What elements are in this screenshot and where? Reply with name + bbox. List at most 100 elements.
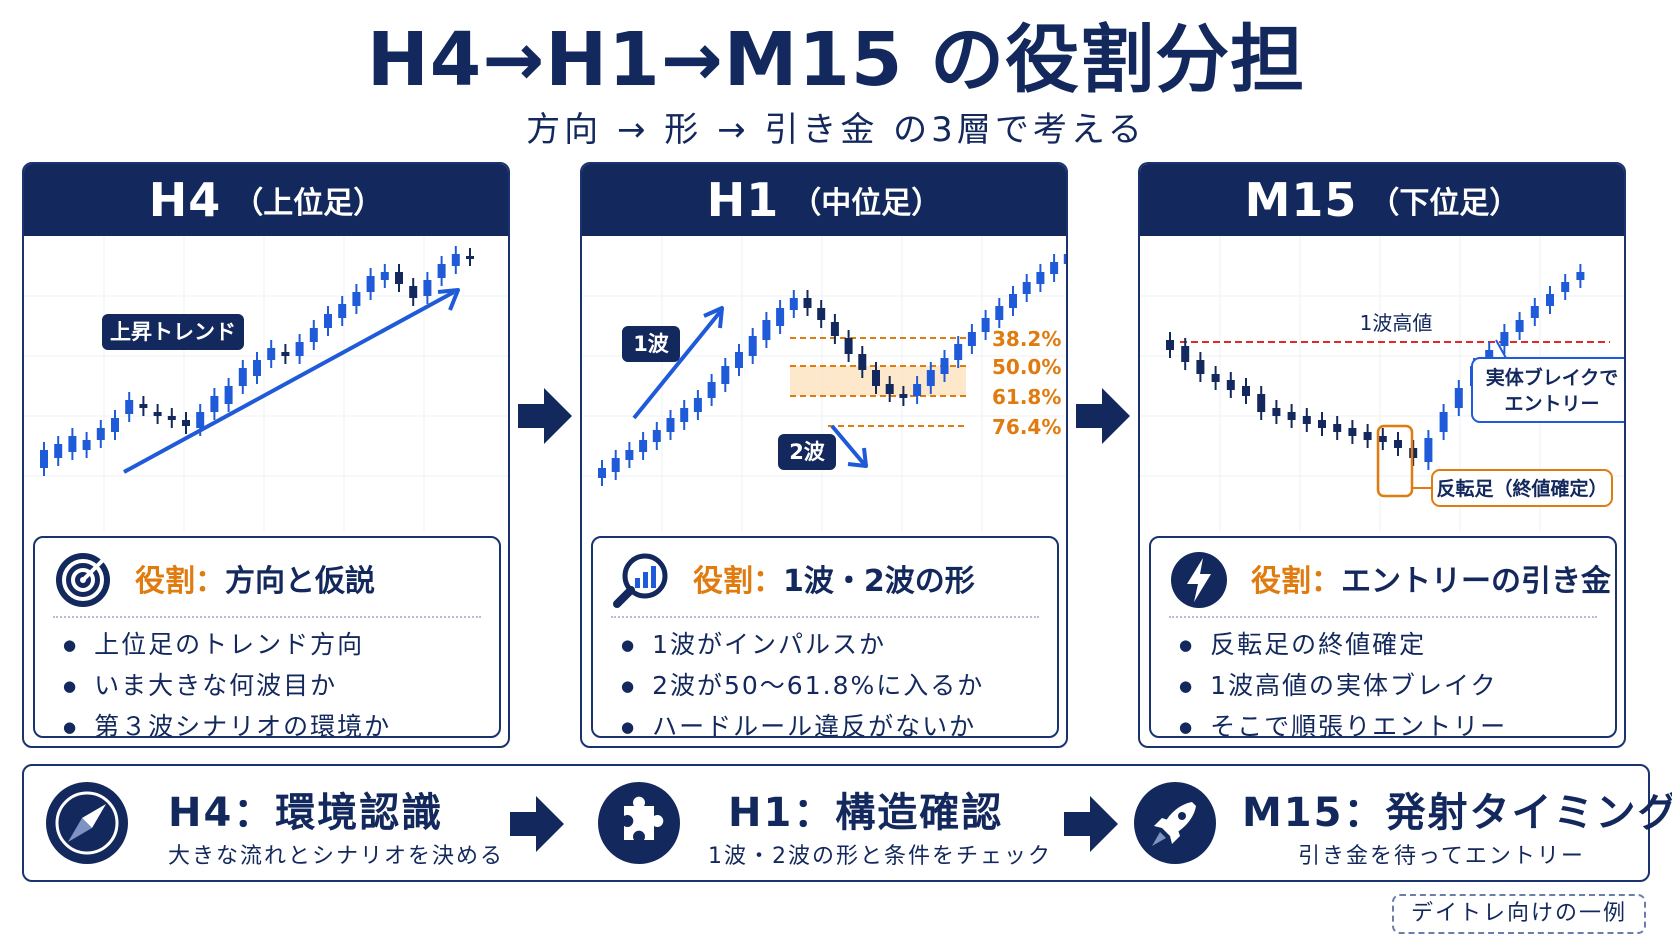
candle bbox=[153, 412, 162, 416]
candle bbox=[253, 360, 261, 376]
panel-h4-sublabel: （上位足） bbox=[233, 186, 384, 221]
role-box-m15: 役割：エントリーの引き金 反転足の終値確定 1波高値の実体ブレイク そこで順張り… bbox=[1149, 536, 1617, 741]
puzzle-icon bbox=[598, 782, 680, 864]
svg-text:上昇トレンド: 上昇トレンド bbox=[110, 320, 236, 344]
candle bbox=[1576, 272, 1585, 280]
candle bbox=[267, 348, 276, 360]
candle bbox=[1318, 420, 1326, 428]
candle bbox=[707, 382, 716, 398]
divider bbox=[611, 616, 1039, 618]
candle bbox=[954, 344, 963, 360]
panel-m15: M15 （下位足） 1波高値 反転足（終値確定） 実体ブレイクで エントリー bbox=[1138, 162, 1626, 748]
candle bbox=[238, 368, 247, 386]
panel-m15-header: M15 （下位足） bbox=[1140, 164, 1624, 236]
candle bbox=[182, 420, 190, 426]
lightning-icon bbox=[1171, 552, 1227, 608]
candle bbox=[1181, 346, 1190, 362]
summary-title: H1：構造確認 bbox=[728, 790, 1004, 836]
candle bbox=[817, 308, 826, 320]
candle bbox=[1166, 340, 1174, 350]
candle bbox=[437, 264, 446, 278]
candle bbox=[1226, 380, 1235, 390]
candle bbox=[1500, 332, 1509, 346]
panel-h4-label: H4 bbox=[148, 173, 222, 227]
candle bbox=[1439, 412, 1448, 432]
m15-entry-chart: 1波高値 反転足（終値確定） 実体ブレイクで エントリー bbox=[1140, 236, 1624, 532]
fib-label: 50.0% bbox=[992, 355, 1061, 379]
candle bbox=[1036, 272, 1045, 284]
footnote-badge: デイトレ向けの一例 bbox=[1392, 894, 1646, 934]
candle bbox=[693, 398, 702, 412]
candle bbox=[981, 318, 990, 332]
list-item: ハードルール違反がないか bbox=[621, 708, 984, 746]
svg-text:2波: 2波 bbox=[789, 440, 826, 464]
candle bbox=[666, 418, 675, 432]
summary-desc: 大きな流れとシナリオを決める bbox=[168, 844, 505, 869]
candle bbox=[1454, 388, 1463, 408]
candle bbox=[652, 430, 661, 442]
candle bbox=[1050, 262, 1059, 274]
candle bbox=[844, 338, 853, 354]
role-title-m15: 役割：エントリーの引き金 bbox=[1251, 556, 1611, 600]
panel-m15-label: M15 bbox=[1244, 173, 1358, 227]
divider bbox=[53, 616, 481, 618]
entry-connector bbox=[1495, 339, 1507, 359]
candle bbox=[1546, 294, 1554, 306]
candle bbox=[1394, 440, 1402, 448]
fib-lines bbox=[790, 337, 968, 427]
flow-arrow-icon bbox=[1064, 796, 1118, 852]
role-value: 1波・2波の形 bbox=[783, 564, 975, 599]
list-item: 上位足のトレンド方向 bbox=[63, 626, 391, 667]
candle bbox=[625, 450, 634, 460]
role-key: 役割： bbox=[693, 564, 783, 599]
role-title-h1: 役割：1波・2波の形 bbox=[693, 556, 975, 600]
candle bbox=[309, 328, 318, 342]
candle bbox=[1242, 386, 1250, 396]
candle bbox=[1424, 438, 1433, 462]
wave2-arrow bbox=[830, 424, 868, 468]
candle bbox=[858, 354, 867, 370]
uptrend-arrow bbox=[123, 288, 460, 474]
candle bbox=[776, 308, 785, 326]
role-title-h4: 役割：方向と仮説 bbox=[135, 556, 375, 600]
candle bbox=[210, 396, 219, 412]
wave1-badge: 1波 bbox=[622, 326, 680, 362]
candle bbox=[1272, 408, 1281, 416]
candle bbox=[940, 358, 949, 374]
candle bbox=[789, 298, 798, 310]
list-item: いま大きな何波目か bbox=[63, 667, 391, 708]
candle bbox=[139, 404, 148, 408]
candle bbox=[721, 366, 730, 384]
candle bbox=[68, 436, 77, 452]
candle bbox=[899, 394, 908, 398]
panel-h1: H1 （中位足） 38.2% 50.0% 61.8% 76.4% bbox=[580, 162, 1068, 748]
panel-h1-sublabel: （中位足） bbox=[791, 186, 942, 221]
candle bbox=[423, 280, 432, 296]
wave2-badge: 2波 bbox=[778, 434, 836, 470]
candle bbox=[735, 352, 743, 368]
candle bbox=[1063, 254, 1066, 264]
target-icon bbox=[56, 553, 110, 607]
candle bbox=[451, 254, 460, 266]
candle bbox=[967, 332, 976, 346]
bullet-list-h1: 1波がインパルスか 2波が50〜61.8%に入るか ハードルール違反がないか bbox=[621, 626, 984, 746]
candle bbox=[352, 292, 361, 306]
panel-h4: H4 （上位足） 上昇トレンド 役割：方向と仮説 bbox=[22, 162, 510, 748]
candle bbox=[639, 440, 648, 452]
candle bbox=[82, 440, 91, 450]
fib-label: 76.4% bbox=[992, 415, 1061, 439]
h4-trend-chart: 上昇トレンド bbox=[24, 236, 508, 532]
wave1-high-label: 1波高値 bbox=[1360, 311, 1433, 335]
flow-arrow-icon bbox=[1076, 388, 1130, 444]
list-item: 1波がインパルスか bbox=[621, 626, 984, 667]
candle bbox=[872, 370, 880, 386]
candle bbox=[338, 304, 347, 318]
panel-h1-label: H1 bbox=[706, 173, 780, 227]
candle bbox=[1211, 374, 1220, 382]
reversal-callout: 反転足（終値確定） bbox=[1431, 469, 1613, 507]
candle bbox=[611, 458, 620, 472]
candle bbox=[830, 322, 839, 336]
role-box-h1: 役割：1波・2波の形 1波がインパルスか 2波が50〜61.8%に入るか ハード… bbox=[591, 536, 1059, 741]
candle bbox=[1257, 394, 1266, 412]
bullet-list-m15: 反転足の終値確定 1波高値の実体ブレイク そこで順張りエントリー bbox=[1179, 626, 1507, 746]
